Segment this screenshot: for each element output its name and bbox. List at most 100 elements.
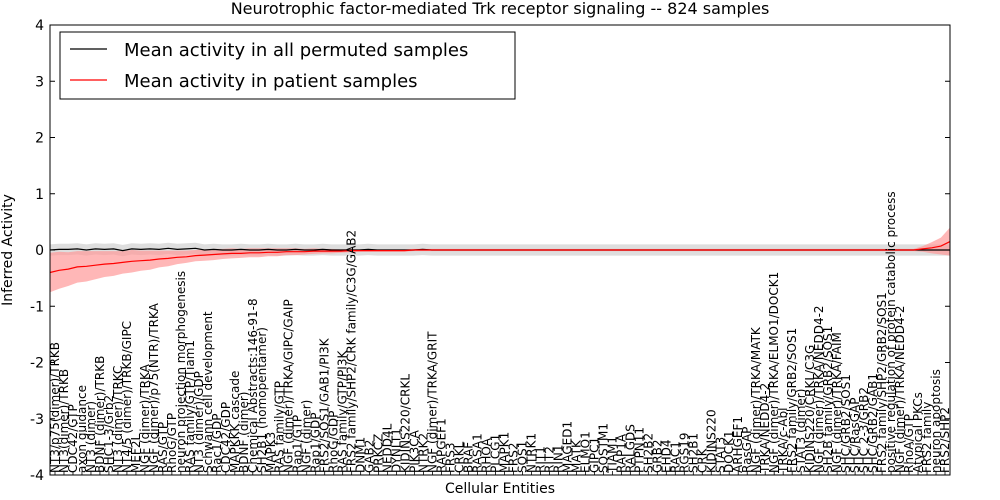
category-label: FRS2	[507, 443, 521, 474]
category-label: CDC42/GTP	[66, 404, 80, 473]
category-label: KIDINS220/CRKL/C3G	[803, 345, 817, 473]
category-label: NGF (dimer)/TRKA/MATK	[749, 326, 763, 473]
category-label: FRS2 family	[920, 402, 934, 473]
category-label: RhoA/GTP	[902, 414, 916, 473]
y-tick-label: 0	[35, 243, 44, 259]
category-label: NGF (dimer)/TRKA/GIPC/GAIP	[282, 299, 296, 473]
category-labels: NT3/p75(dimer)/TRKBNT3(dimer)/TRKBCDC42/…	[48, 191, 952, 475]
category-label: BRAF	[462, 442, 476, 473]
y-axis-label: Inferred Activity	[0, 194, 16, 306]
category-label: ARHGEF1	[731, 416, 745, 473]
category-label: positive regulation of protein catabolic…	[884, 191, 898, 473]
category-label: EHD4	[659, 440, 673, 473]
category-label: NGF (dimer)/TRKA/NEDD4-2	[893, 305, 907, 473]
category-label: SH2B family/GRB2/SOS1	[821, 326, 835, 473]
category-label: Rap1/GTP	[291, 415, 305, 473]
category-label: Atypical PKCs	[911, 392, 925, 473]
category-label: TRKA/NEDD4-2	[758, 383, 772, 474]
category-label: GRB2	[650, 439, 664, 473]
category-label: NT3/p75(dimer)/TRKB	[48, 342, 62, 473]
category-label: FRS2/SOS1/GAB1/PI3K	[318, 337, 332, 473]
category-label: RALGDS	[623, 424, 637, 473]
category-label: SHC/RasGAP	[848, 398, 862, 474]
y-axis: -4 -3 -2 -1 0 1 2 3 4	[30, 18, 950, 484]
category-label: NT3 (dimer)/TRKC	[111, 366, 125, 473]
category-label: PIK3CA	[408, 429, 422, 473]
category-label: RAS family/GTP/PI3K	[336, 350, 350, 473]
category-label: NGF (dimer)/TRKA	[138, 363, 152, 473]
category-label: SQSTM1	[596, 423, 610, 473]
category-label: RAS/GTP	[156, 422, 170, 473]
category-label: KIDINS220	[704, 409, 718, 473]
category-label: MAGED1	[560, 421, 574, 473]
category-label: NT4/5 (dimer)/TRKB/GIPC	[120, 321, 134, 473]
y-tick-label: -2	[30, 356, 44, 372]
category-label: SH2B2	[641, 433, 655, 473]
category-label: RGS19	[677, 432, 691, 473]
category-label: MAPK3	[264, 432, 278, 473]
category-label: GIPC1	[587, 437, 601, 473]
category-label: NGF (dimer)/TRKA/NEDD4-2	[812, 305, 826, 473]
category-label: BDNF (dimer)	[237, 392, 251, 474]
category-label: RAS family/GTP	[273, 381, 287, 473]
category-label: RasGAP	[740, 427, 754, 473]
category-label: KIDINS220/CRKL	[399, 374, 413, 473]
category-label: ELMO1	[578, 431, 592, 473]
category-label: SH2B1 (homopentamer)	[255, 327, 269, 473]
category-label: DYNLT1	[390, 428, 404, 473]
y-tick-label: 1	[35, 187, 44, 203]
category-label: RAS family/GTP/Tiam1	[183, 340, 197, 473]
category-label: NGF (dimer)/TRKA/ELMO1/DOCK1	[767, 272, 781, 473]
category-label: RIN1	[551, 445, 565, 474]
category-label: RhoG/GTP	[165, 413, 179, 473]
category-label: RhoG/GDP	[327, 411, 341, 473]
category-label: CDC42/GDP	[219, 402, 233, 473]
category-label: PTPN11	[632, 427, 646, 473]
category-label: SHC 2-3/GRB2	[857, 387, 871, 473]
category-label: NGF (dimer)/TRKA/GRIT	[426, 331, 440, 473]
category-label: FRS2 family/SHP2/GRB2/SOS1	[875, 292, 889, 473]
y-tick-label: 4	[35, 18, 44, 34]
category-label: STAT3	[713, 437, 727, 473]
category-label: neuron apoptosis	[929, 369, 943, 473]
category-label: CRK	[695, 447, 709, 473]
category-label: MAPK1	[498, 432, 512, 473]
category-label: CRKL	[453, 441, 467, 473]
legend: Mean activity in all permuted samples Me…	[59, 31, 516, 100]
category-label: NT3 (dimer)/GDP	[192, 371, 206, 473]
plot-frame	[49, 24, 951, 476]
category-label: STAT3 (dimer)	[794, 389, 808, 473]
category-label: axon guidance	[75, 385, 89, 473]
legend-label-permuted: Mean activity in all permuted samples	[124, 40, 468, 61]
category-label: NEDD4L	[381, 423, 395, 473]
category-label: neuron projection morphogenesis	[174, 271, 188, 473]
category-label: MEF2L	[129, 434, 143, 473]
category-label: NGF (dimer)/p75(NTR)/TRKA	[147, 302, 161, 473]
category-label: Schwann cell development	[201, 311, 215, 473]
category-label: DOCK1	[722, 430, 736, 473]
legend-label-patient: Mean activity in patient samples	[124, 71, 418, 92]
category-label: NGF (dimer)/TRKA/FAIM	[830, 332, 844, 473]
category-label: SHC/GRB2/SOS1	[839, 374, 853, 473]
category-label: BDNF (dimer)/TRKB	[93, 356, 107, 473]
y-tick-label: -3	[30, 412, 44, 428]
category-label: Rap1/GDP	[309, 413, 323, 474]
category-label: FRS2 family/GRB2/SOS1	[785, 328, 799, 473]
y-tick-label: -4	[30, 468, 44, 484]
category-label: TIAM1	[605, 436, 619, 474]
category-label: Chemical Abstracts:146-91-8	[246, 298, 260, 473]
category-label: PRKCZ	[372, 434, 386, 473]
category-label: NT3(dimer)/TRKB	[57, 369, 71, 473]
category-label: MAPKKK cascade	[228, 371, 242, 473]
category-label: SOS1	[516, 441, 530, 473]
category-label: PLCG1	[489, 434, 503, 473]
category-label: FRS3	[444, 443, 458, 474]
category-label: FRS2/SHP2	[938, 407, 952, 473]
y-tick-label: 2	[35, 131, 44, 147]
category-label: RAC1	[668, 441, 682, 473]
category-label: MATK	[569, 439, 583, 473]
y-tick-label: 3	[35, 74, 44, 90]
category-label: NT3 (dimer)	[84, 401, 98, 473]
category-label: FRS2 family/SHP2/CRK family/C3G/GAB2	[345, 230, 359, 473]
